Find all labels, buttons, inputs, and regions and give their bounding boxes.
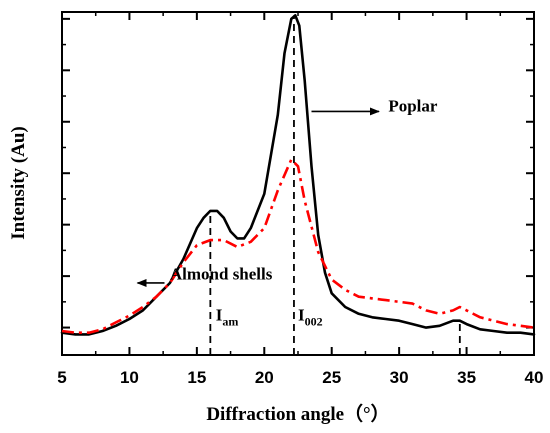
ticks — [61, 12, 535, 355]
iam-label: Iam — [216, 306, 239, 329]
x-tick-label: 20 — [255, 368, 274, 387]
y-axis-title: Intensity (Au) — [8, 126, 29, 239]
series-line-poplar — [60, 14, 536, 336]
plot-area: Iam I002 Poplar Almond shells — [60, 11, 536, 356]
almond-label: Almond shells — [170, 265, 273, 284]
x-tick-label: 15 — [187, 368, 206, 387]
x-tick-label: 35 — [457, 368, 476, 387]
x-tick-label: 40 — [525, 368, 544, 387]
reference-lines — [209, 15, 461, 355]
poplar-label: Poplar — [388, 96, 438, 115]
x-axis-title: Diffraction angle（°） — [206, 402, 389, 425]
series-line-almond-shells — [61, 158, 535, 334]
x-tick-labels: 5 10 15 20 25 30 35 40 — [57, 368, 543, 387]
plot-frame — [61, 11, 535, 356]
x-tick-label: 30 — [390, 368, 409, 387]
series-lines — [60, 14, 536, 336]
x-tick-label: 25 — [322, 368, 341, 387]
x-tick-label: 10 — [120, 368, 139, 387]
annotations: Iam I002 Poplar Almond shells — [136, 96, 438, 329]
i002-label: I002 — [298, 306, 323, 329]
x-tick-label: 5 — [57, 368, 66, 387]
